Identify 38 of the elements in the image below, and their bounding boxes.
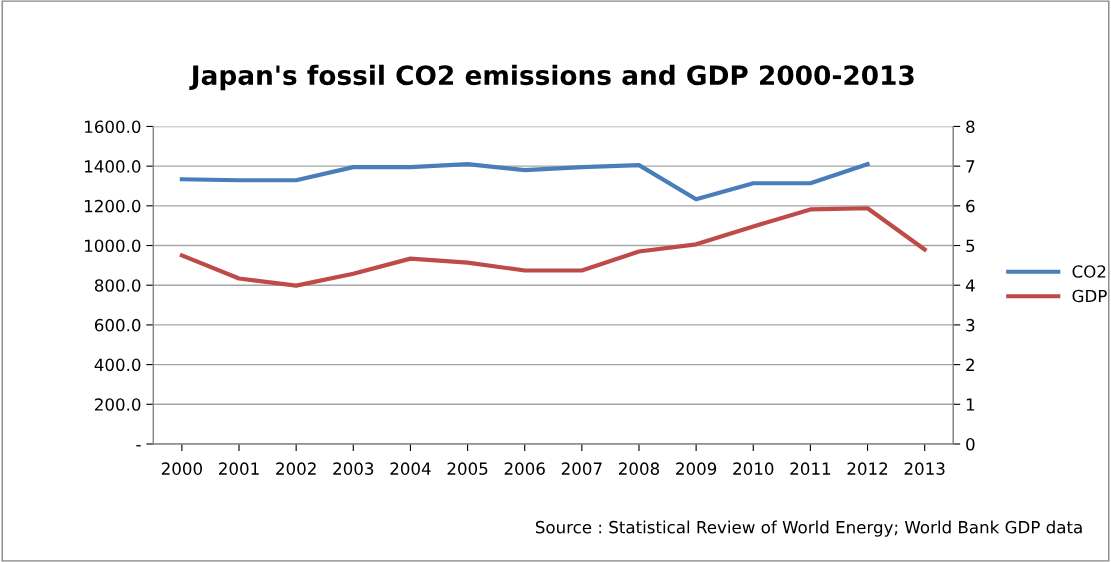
x-tick-label: 2013 xyxy=(904,462,945,475)
x-tick-label: 2004 xyxy=(390,462,431,475)
y2-tick-label: 1 xyxy=(966,398,975,411)
y-tick-label: 1000.0 xyxy=(85,239,141,253)
y2-tick-label: 8 xyxy=(966,120,975,134)
x-tick-label: 2012 xyxy=(847,462,888,475)
y2-tick-label: 2 xyxy=(966,358,974,371)
source-note: Source : Statistical Review of World Energy; World Bank GDP data xyxy=(535,520,1082,537)
y-tick-label: 1400.0 xyxy=(85,160,141,173)
line-series xyxy=(179,206,927,288)
x-tick-label: 2011 xyxy=(790,462,831,475)
y-tick-label: - xyxy=(136,445,141,447)
x-tick-label: 2006 xyxy=(504,462,545,475)
chart-title: Japan's fossil CO2 emissions and GDP 2000-2013 xyxy=(189,64,914,91)
y2-tick-label: 4 xyxy=(965,279,975,292)
y2-tick-label: 0 xyxy=(966,437,975,451)
y-tick-label: 800.0 xyxy=(94,279,141,292)
y2-tick-label: 5 xyxy=(966,239,975,253)
x-tick-label: 2010 xyxy=(733,462,774,475)
y2-tick-label: 7 xyxy=(966,160,975,173)
y-tick-label: 1600.0 xyxy=(85,120,141,134)
y2-tick-label: 3 xyxy=(966,318,975,332)
y-tick-label: 200.0 xyxy=(95,398,141,411)
x-tick-label: 2000 xyxy=(161,462,202,475)
x-tick-label: 2008 xyxy=(619,462,660,475)
y-tick-label: 1200.0 xyxy=(85,199,141,213)
y2-tick-label: 6 xyxy=(966,199,975,213)
legend-label: GDP xyxy=(1072,289,1107,303)
x-tick-label: 2007 xyxy=(561,462,602,475)
x-tick-label: 2003 xyxy=(333,462,374,475)
line-series xyxy=(179,162,870,202)
y-tick-label: 600.0 xyxy=(94,318,141,332)
legend-label: CO2 xyxy=(1072,265,1106,278)
x-tick-label: 2009 xyxy=(676,462,717,475)
x-tick-label: 2001 xyxy=(219,462,259,475)
x-tick-label: 2002 xyxy=(276,462,316,475)
y-tick-label: 400.0 xyxy=(94,358,141,372)
x-tick-label: 2005 xyxy=(447,462,488,475)
